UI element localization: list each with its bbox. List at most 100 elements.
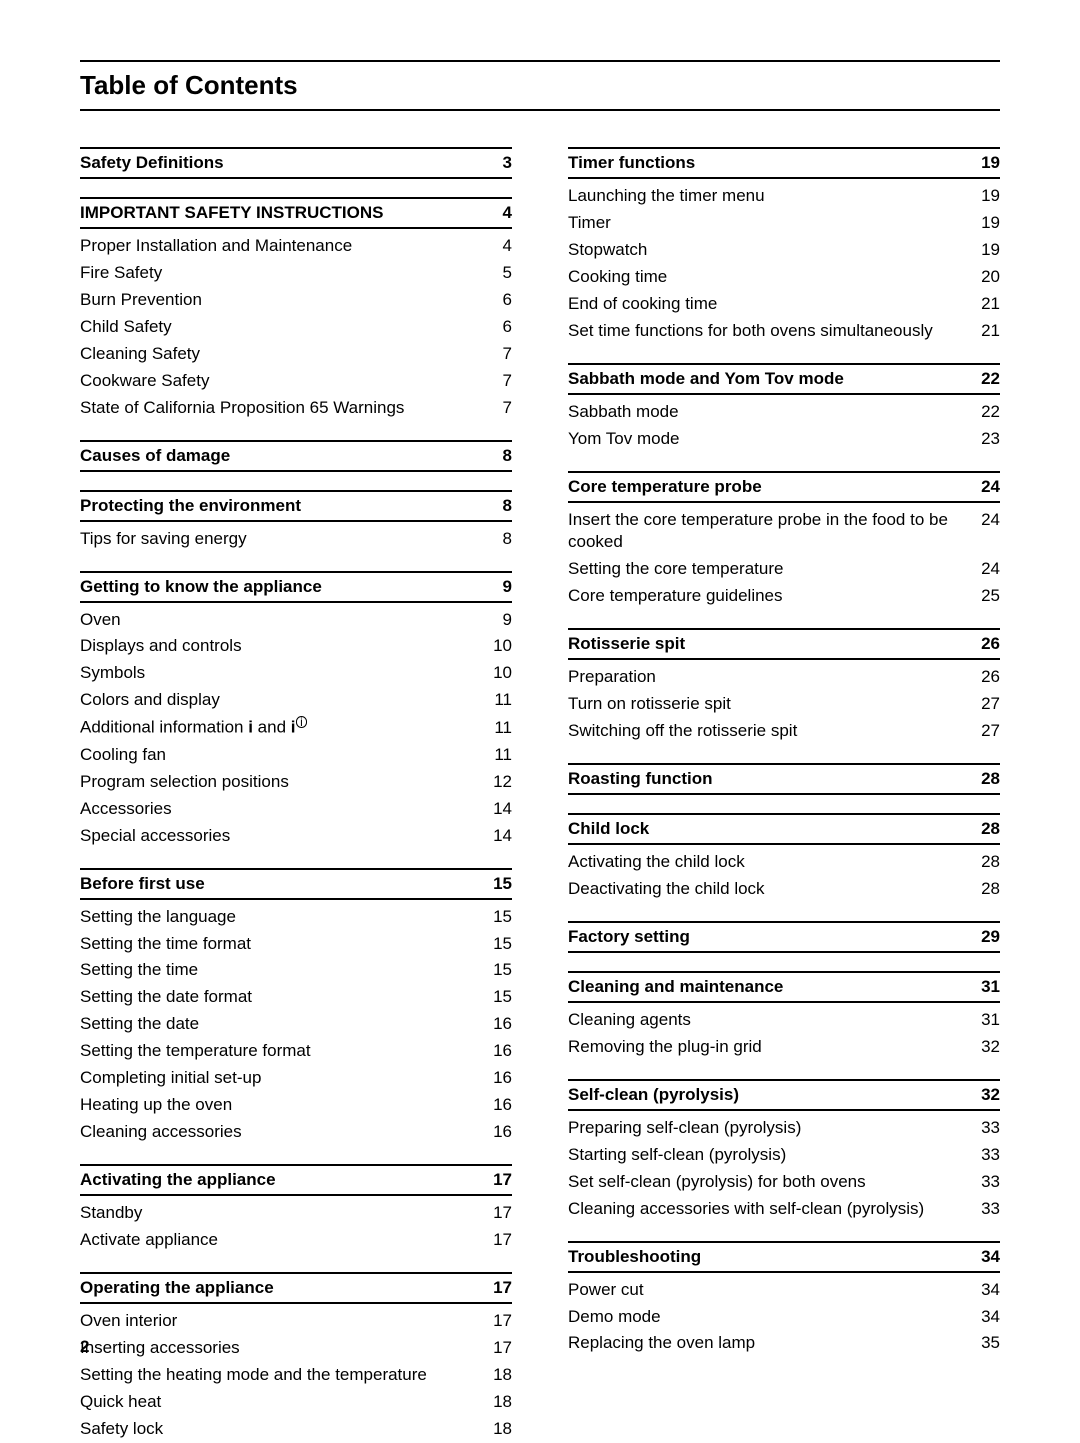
toc-section-header: Roasting function28 [568,763,1000,795]
toc-entry: Program selection positions12 [80,769,512,796]
toc-entry: Oven9 [80,607,512,634]
toc-label: Symbols [80,662,161,685]
toc-section-header: Cleaning and maintenance31 [568,971,1000,1003]
toc-page: 16 [493,1067,512,1090]
toc-entry: Burn Prevention 6 [80,287,512,314]
toc-label: Tips for saving energy [80,528,263,551]
toc-entry: Insert the core temperature probe in the… [568,507,1000,557]
toc-label: Oven [80,609,137,632]
toc-section-header: Factory setting29 [568,921,1000,953]
toc-page: 18 [493,1364,512,1387]
toc-label: Fire Safety [80,262,178,285]
toc-entry: Setting the heating mode and the tempera… [80,1362,512,1389]
toc-label: Troubleshooting [568,1247,701,1267]
toc-columns: Safety Definitions3IMPORTANT SAFETY INST… [80,147,1000,1443]
toc-label: Cooling fan [80,744,182,767]
toc-section-header: Getting to know the appliance9 [80,571,512,603]
toc-page: 16 [493,1040,512,1063]
toc-entry: Child Safety6 [80,314,512,341]
toc-column-left: Safety Definitions3IMPORTANT SAFETY INST… [80,147,512,1443]
toc-page: 6 [503,289,512,312]
toc-page: 34 [981,1306,1000,1329]
toc-page: 19 [981,153,1000,173]
toc-page: 24 [981,558,1000,581]
toc-entry: State of California Proposition 65 Warni… [80,395,512,422]
toc-page: 33 [981,1198,1000,1221]
toc-page: 21 [981,320,1000,343]
toc-entry: Deactivating the child lock28 [568,876,1000,903]
toc-page: 15 [493,906,512,929]
toc-page: 32 [981,1085,1000,1105]
toc-page: 29 [981,927,1000,947]
toc-entry: Cookware Safety7 [80,368,512,395]
toc-label: Rotisserie spit [568,634,685,654]
toc-page: 19 [981,239,1000,262]
toc-entry: Cooking time20 [568,264,1000,291]
toc-page: 23 [981,428,1000,451]
page-number: 2 [80,1337,89,1357]
toc-label: Preparation [568,666,672,689]
toc-label: Setting the time format [80,933,267,956]
toc-entry: Cleaning agents31 [568,1007,1000,1034]
toc-label: Sabbath mode [568,401,695,424]
toc-entry: Oven interior17 [80,1308,512,1335]
toc-page: 3 [503,153,512,173]
toc-label: Displays and controls [80,635,258,658]
toc-entry: Setting the temperature format16 [80,1038,512,1065]
toc-label: End of cooking time [568,293,733,316]
toc-page: 28 [981,819,1000,839]
toc-entry: Standby17 [80,1200,512,1227]
toc-entry: Turn on rotisserie spit27 [568,691,1000,718]
toc-label: Accessories [80,798,188,821]
toc-entry: Displays and controls10 [80,633,512,660]
toc-page: 34 [981,1247,1000,1267]
toc-column-right: Timer functions19Launching the timer men… [568,147,1000,1443]
toc-page: 20 [981,266,1000,289]
toc-entry: Starting self-clean (pyrolysis)33 [568,1142,1000,1169]
toc-label: Burn Prevention [80,289,218,312]
toc-page: 7 [503,343,512,366]
toc-page: 26 [981,634,1000,654]
toc-label: Removing the plug-in grid [568,1036,778,1059]
toc-page: 17 [493,1170,512,1190]
toc-entry: Cleaning accessories with self-clean (py… [568,1196,1000,1223]
toc-entry: Additional information i and ii11 [80,714,512,742]
toc-entry: Heating up the oven16 [80,1092,512,1119]
toc-label: Setting the heating mode and the tempera… [80,1364,443,1387]
toc-label: Additional information i and ii [80,716,323,740]
toc-page: 16 [493,1013,512,1036]
toc-label: Setting the core temperature [568,558,799,581]
toc-section-header: Core temperature probe24 [568,471,1000,503]
toc-label: Getting to know the appliance [80,577,322,597]
toc-entry: Symbols10 [80,660,512,687]
toc-label: Cleaning Safety [80,343,216,366]
toc-entry: Launching the timer menu 19 [568,183,1000,210]
toc-label: Protecting the environment [80,496,301,516]
toc-page: 35 [981,1332,1000,1355]
toc-label: Activating the appliance [80,1170,276,1190]
toc-page: 31 [981,977,1000,997]
toc-label: Quick heat [80,1391,177,1414]
toc-label: Inserting accessories [80,1337,256,1360]
toc-entry: Yom Tov mode23 [568,426,1000,453]
toc-section-header: Rotisserie spit 26 [568,628,1000,660]
toc-label: Replacing the oven lamp [568,1332,771,1355]
toc-entry: Tips for saving energy8 [80,526,512,553]
toc-page: 28 [981,878,1000,901]
toc-section-header: Before first use15 [80,868,512,900]
toc-entry: Stopwatch19 [568,237,1000,264]
toc-page: 14 [493,798,512,821]
page-title: Table of Contents [80,70,1000,101]
toc-page: 19 [981,212,1000,235]
toc-label: Standby [80,1202,158,1225]
toc-label: Launching the timer menu [568,185,781,208]
toc-entry: Colors and display11 [80,687,512,714]
toc-label: Program selection positions [80,771,305,794]
toc-label: Timer [568,212,627,235]
toc-page: 28 [981,851,1000,874]
toc-entry: Quick heat18 [80,1389,512,1416]
toc-entry: Preparation26 [568,664,1000,691]
toc-label: Cleaning accessories with self-clean (py… [568,1198,940,1221]
toc-label: Roasting function [568,769,712,789]
toc-page: 19 [981,185,1000,208]
